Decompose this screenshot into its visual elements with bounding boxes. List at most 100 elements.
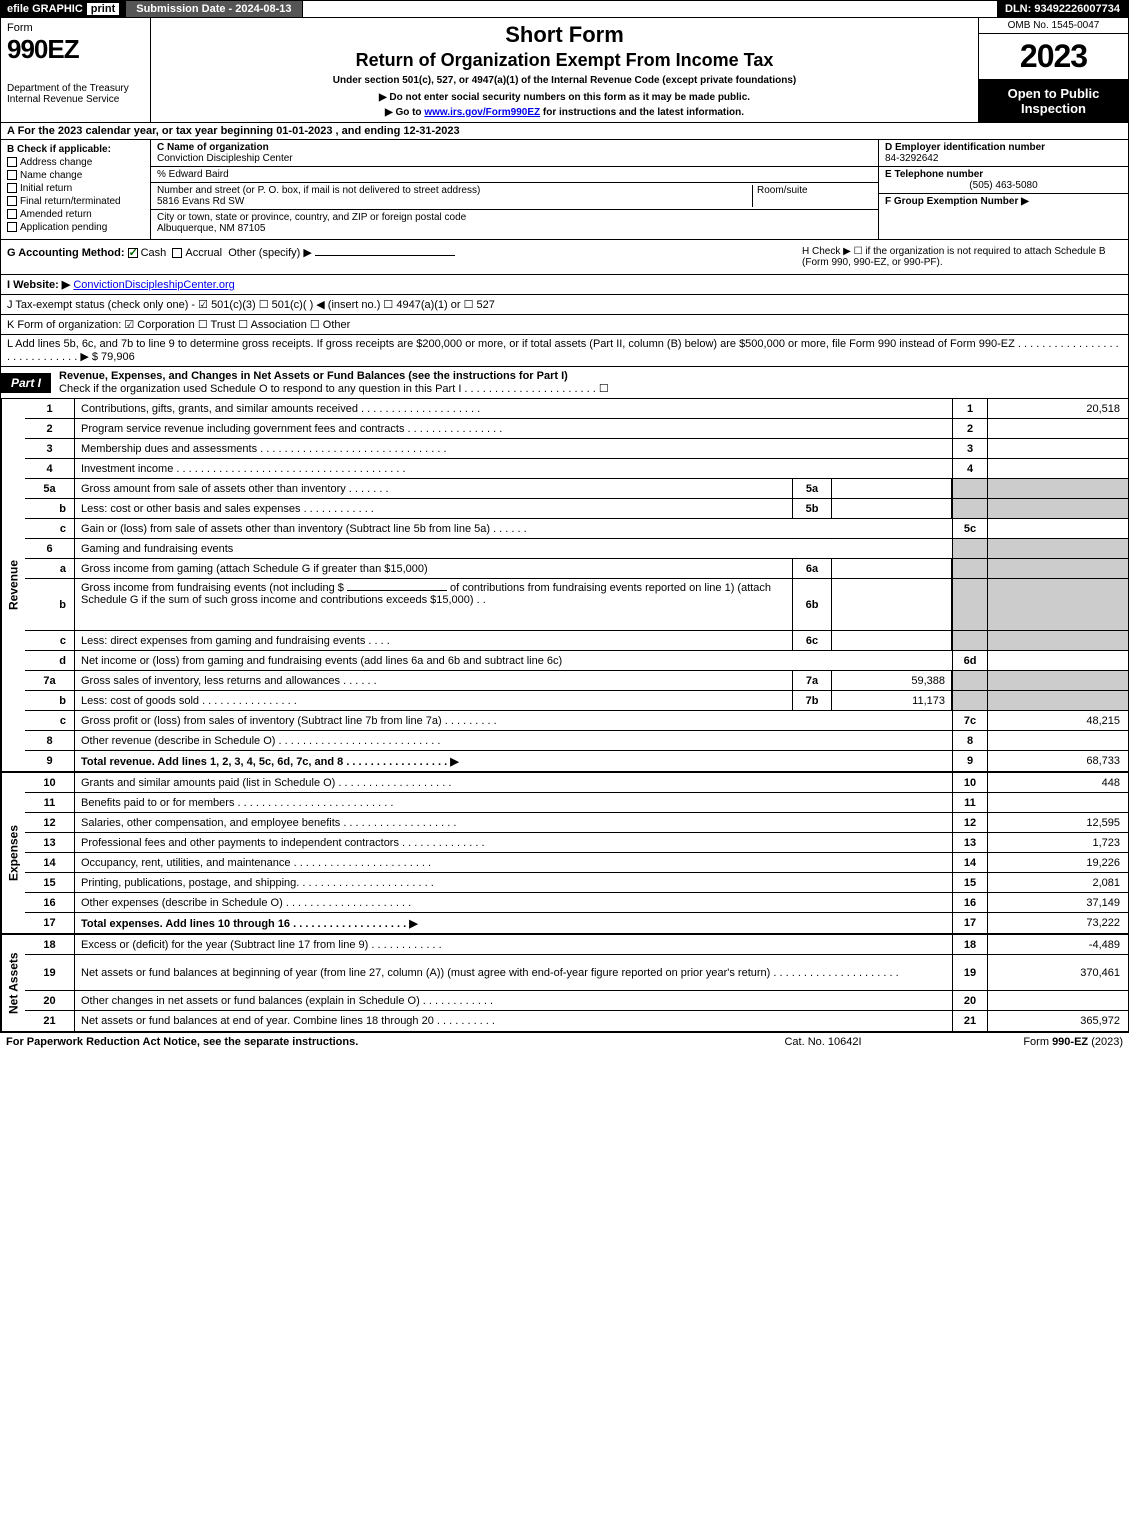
line-rnum: 9	[952, 751, 988, 771]
line-val-shaded	[988, 691, 1128, 710]
line-num: 6	[25, 539, 75, 558]
ein-label: D Employer identification number	[885, 142, 1045, 153]
line-rnum: 2	[952, 419, 988, 438]
irs-link[interactable]: www.irs.gov/Form990EZ	[424, 107, 540, 118]
line-val: 2,081	[988, 873, 1128, 892]
chk-address-change[interactable]: Address change	[7, 157, 144, 168]
line-rnum: 1	[952, 399, 988, 418]
line-num: 19	[25, 955, 75, 990]
chk-label: Amended return	[20, 209, 92, 220]
department: Department of the Treasury Internal Reve…	[7, 83, 144, 105]
line-num: 5a	[25, 479, 75, 498]
line-num: c	[25, 631, 75, 650]
efile-text: efile GRAPHIC	[7, 3, 83, 15]
line-num: 9	[25, 751, 75, 771]
line-num: b	[25, 579, 75, 630]
line-rnum: 20	[952, 991, 988, 1010]
efile-label: efile GRAPHIC print	[1, 1, 125, 17]
open-to-public: Open to Public Inspection	[979, 80, 1128, 122]
chk-label: Initial return	[20, 183, 72, 194]
tel-label: E Telephone number	[885, 169, 983, 180]
row-a-text: A For the 2023 calendar year, or tax yea…	[7, 125, 460, 137]
other-label: Other (specify) ▶	[228, 247, 312, 259]
line-rnum: 13	[952, 833, 988, 852]
submission-date: Submission Date - 2024-08-13	[125, 1, 302, 17]
grp-label: F Group Exemption Number ▶	[885, 196, 1029, 207]
line-desc: Program service revenue including govern…	[75, 419, 952, 438]
col-b-header: B Check if applicable:	[7, 144, 144, 155]
chk-initial-return[interactable]: Initial return	[7, 183, 144, 194]
line-rnum: 8	[952, 731, 988, 750]
line-rnum-shaded	[952, 479, 988, 498]
line-rnum-shaded	[952, 631, 988, 650]
line-num: 4	[25, 459, 75, 478]
line-num: c	[25, 519, 75, 538]
cash-label: Cash	[141, 247, 167, 259]
part-1-tag: Part I	[1, 373, 51, 393]
l-value: 79,906	[101, 351, 135, 363]
part-1-title-text: Revenue, Expenses, and Changes in Net As…	[59, 370, 568, 382]
line-rnum: 5c	[952, 519, 988, 538]
chk-amended-return[interactable]: Amended return	[7, 209, 144, 220]
expenses-side-label: Expenses	[1, 773, 25, 933]
header-right: OMB No. 1545-0047 2023 Open to Public In…	[978, 18, 1128, 122]
h-schedule-b: H Check ▶ ☐ if the organization is not r…	[802, 246, 1122, 268]
chk-name-change[interactable]: Name change	[7, 170, 144, 181]
chk-final-return[interactable]: Final return/terminated	[7, 196, 144, 207]
line-num: 10	[25, 773, 75, 792]
line-num: 18	[25, 935, 75, 954]
line-rnum-shaded	[952, 579, 988, 630]
l17-desc: Total expenses. Add lines 10 through 16 …	[81, 917, 418, 930]
line-val: 448	[988, 773, 1128, 792]
row-i-website: I Website: ▶ ConvictionDiscipleshipCente…	[0, 275, 1129, 295]
line-rnum-shaded	[952, 691, 988, 710]
chk-accrual[interactable]	[172, 248, 182, 258]
tax-year: 2023	[979, 34, 1128, 80]
city-value: Albuquerque, NM 87105	[157, 223, 265, 234]
line-rnum: 17	[952, 913, 988, 933]
mid-num: 6b	[792, 579, 832, 630]
mid-num: 6a	[792, 559, 832, 578]
line-val-shaded	[988, 539, 1128, 558]
sub3-post: for instructions and the latest informat…	[540, 107, 744, 118]
line-rnum: 3	[952, 439, 988, 458]
line-rnum: 15	[952, 873, 988, 892]
website-link[interactable]: ConvictionDiscipleshipCenter.org	[73, 279, 234, 291]
col-b-checkboxes: B Check if applicable: Address change Na…	[1, 140, 151, 239]
line-num: 15	[25, 873, 75, 892]
line-desc: Grants and similar amounts paid (list in…	[75, 773, 952, 792]
org-name-label: C Name of organization	[157, 142, 269, 153]
line-rnum: 10	[952, 773, 988, 792]
short-form-title: Short Form	[157, 22, 972, 48]
l6b-d1: Gross income from fundraising events (no…	[81, 582, 344, 594]
row-l-gross-receipts: L Add lines 5b, 6c, and 7b to line 9 to …	[0, 335, 1129, 367]
row-a-tax-year: A For the 2023 calendar year, or tax yea…	[0, 123, 1129, 140]
line-desc: Net assets or fund balances at end of ye…	[75, 1011, 952, 1031]
chk-cash[interactable]	[128, 248, 138, 258]
line-num: 3	[25, 439, 75, 458]
street-row: Number and street (or P. O. box, if mail…	[151, 183, 878, 210]
line-num: 20	[25, 991, 75, 1010]
print-button[interactable]: print	[87, 3, 119, 15]
subtitle-3: ▶ Go to www.irs.gov/Form990EZ for instru…	[157, 107, 972, 118]
line-rnum: 6d	[952, 651, 988, 670]
section-bcd: B Check if applicable: Address change Na…	[0, 140, 1129, 240]
room-cell: Room/suite	[752, 185, 872, 207]
line-val-shaded	[988, 479, 1128, 498]
topbar-spacer	[303, 1, 997, 17]
mid-val: 11,173	[832, 691, 952, 710]
col-c-org-info: C Name of organization Conviction Discip…	[151, 140, 878, 239]
line-val	[988, 459, 1128, 478]
telephone-cell: E Telephone number (505) 463-5080	[879, 167, 1128, 194]
row-j-tax-exempt: J Tax-exempt status (check only one) - ☑…	[0, 295, 1129, 315]
chk-application-pending[interactable]: Application pending	[7, 222, 144, 233]
chk-label: Address change	[20, 157, 92, 168]
website-label: I Website: ▶	[7, 279, 70, 291]
subtitle-2: ▶ Do not enter social security numbers o…	[157, 92, 972, 103]
org-name: Conviction Discipleship Center	[157, 153, 293, 164]
line-val: 68,733	[988, 751, 1128, 771]
line-desc: Gain or (loss) from sale of assets other…	[75, 519, 952, 538]
line-val: 370,461	[988, 955, 1128, 990]
line-rnum: 19	[952, 955, 988, 990]
line-desc: Printing, publications, postage, and shi…	[75, 873, 952, 892]
